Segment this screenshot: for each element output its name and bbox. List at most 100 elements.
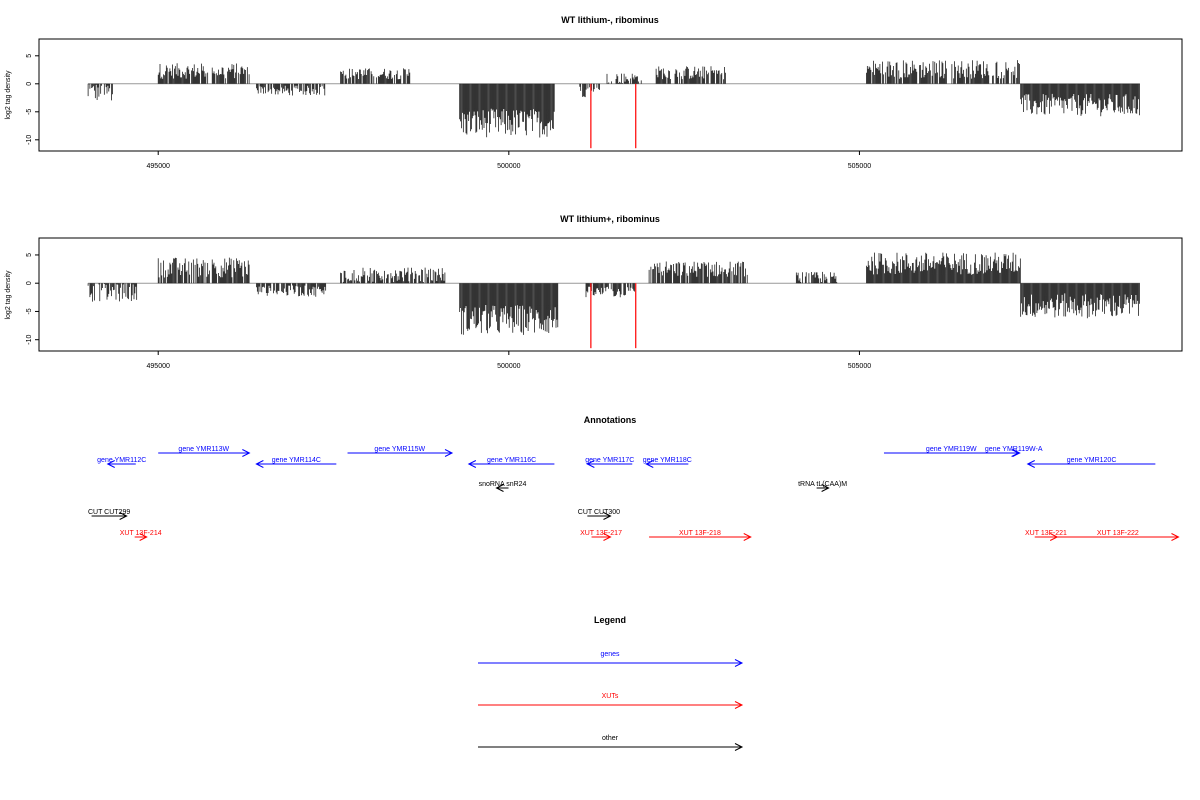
annotation-feature: XUT 13F-218 xyxy=(649,530,752,541)
feature-arrow-head xyxy=(743,533,752,541)
y-tick-label: -10 xyxy=(26,335,33,345)
annotation-feature: XUT 13F-221 xyxy=(1025,530,1067,541)
plot-frame xyxy=(38,237,1183,352)
feature-arrow-head xyxy=(106,460,115,468)
feature-label: gene YMR119W xyxy=(926,446,977,453)
feature-label: gene YMR114C xyxy=(272,457,321,464)
x-tick-label: 505000 xyxy=(848,163,871,170)
annotation-feature: tRNA tL(CAA)M xyxy=(798,481,847,492)
feature-label: gene YMR112C xyxy=(97,457,146,464)
density-bars xyxy=(256,283,327,297)
y-tick-label: -5 xyxy=(26,308,33,314)
feature-layer: gene YMR112C gene YMR113W gene YMR114C gene… xyxy=(88,446,1180,541)
legend-entry: genes xyxy=(478,651,744,667)
feature-arrow-head xyxy=(444,449,454,457)
density-bars xyxy=(459,83,555,138)
legend-entry: XUTs xyxy=(478,693,744,709)
feature-arrow-head xyxy=(119,512,128,520)
annotation-feature: gene YMR112C xyxy=(97,457,146,468)
annotation-feature: gene YMR120C xyxy=(1026,457,1156,468)
density-bars xyxy=(1020,83,1140,117)
density-bars xyxy=(459,283,559,335)
feature-arrow-head xyxy=(495,484,504,492)
annotation-feature: gene YMR117C xyxy=(585,457,634,468)
bar-layer xyxy=(87,252,1140,349)
x-tick-label: 495000 xyxy=(147,163,170,170)
density-bars xyxy=(866,252,1021,284)
y-tick-label: -5 xyxy=(26,109,33,115)
density-bars xyxy=(1020,283,1140,319)
feature-label: CUT CUT299 xyxy=(88,509,130,516)
legend-panel: Legend genes XUTs other xyxy=(478,615,744,751)
annotation-feature: XUT 13F-217 xyxy=(580,530,622,541)
x-tick-label: 495000 xyxy=(147,363,170,370)
annotation-feature: gene YMR119W-A xyxy=(985,446,1043,457)
feature-label: CUT CUT300 xyxy=(578,509,620,516)
density-bars xyxy=(157,63,250,84)
feature-arrow-head xyxy=(645,460,654,468)
feature-arrow-head xyxy=(586,460,595,468)
feature-label: XUT 13F-222 xyxy=(1097,530,1139,537)
track-panel-lithium-plus: WT lithium+, ribominus log2 tag density … xyxy=(5,214,1183,370)
feature-label: gene YMR118C xyxy=(643,457,692,464)
annotation-feature: gene YMR113W xyxy=(158,446,251,457)
feature-label: XUT 13F-214 xyxy=(120,530,162,537)
legend-label: XUTs xyxy=(602,693,619,700)
density-bars xyxy=(340,267,446,284)
annotation-feature: XUT 13F-214 xyxy=(120,530,162,541)
track-panel-lithium-minus: WT lithium-, ribominus log2 tag density … xyxy=(5,15,1183,170)
x-axis: 495000 500000 505000 xyxy=(147,350,871,370)
density-bars xyxy=(795,271,838,284)
plot-frame xyxy=(38,38,1183,152)
feature-label: snoRNA snR24 xyxy=(479,481,527,488)
annotation-feature: CUT CUT299 xyxy=(88,509,130,520)
feature-arrow-head xyxy=(139,533,148,541)
annotation-feature: gene YMR118C xyxy=(643,457,692,468)
legend-arrow-head xyxy=(734,701,744,709)
track-title: WT lithium+, ribominus xyxy=(560,214,660,224)
feature-label: gene YMR117C xyxy=(585,457,634,464)
y-tick-label: 0 xyxy=(26,82,33,86)
density-bars xyxy=(585,283,635,298)
annotation-feature: gene YMR115W xyxy=(347,446,454,457)
density-bars xyxy=(655,66,726,84)
x-axis: 495000 500000 505000 xyxy=(147,150,871,170)
feature-label: gene YMR115W xyxy=(374,446,425,453)
feature-label: XUT 13F-218 xyxy=(679,530,721,537)
density-bars xyxy=(579,83,600,98)
feature-label: gene YMR113W xyxy=(178,446,229,453)
density-bars xyxy=(256,83,326,96)
y-tick-label: 5 xyxy=(26,54,33,58)
y-tick-label: 0 xyxy=(26,281,33,285)
feature-arrow-head xyxy=(242,449,251,457)
annotation-feature: gene YMR116C xyxy=(467,457,555,468)
feature-arrow-head xyxy=(467,460,477,468)
density-bars xyxy=(157,257,250,284)
annotation-feature: gene YMR114C xyxy=(255,457,337,468)
feature-label: XUT 13F-217 xyxy=(580,530,622,537)
annotations-title: Annotations xyxy=(584,415,637,425)
y-tick-label: -10 xyxy=(26,135,33,145)
y-axis-label: log2 tag density xyxy=(5,270,12,320)
feature-label: gene YMR119W-A xyxy=(985,446,1043,453)
annotation-feature: XUT 13F-222 xyxy=(1057,530,1180,541)
density-bars xyxy=(866,60,1020,84)
legend-arrow-head xyxy=(734,659,744,667)
feature-arrow-head xyxy=(1026,460,1035,468)
feature-label: gene YMR120C xyxy=(1067,457,1117,464)
x-tick-label: 505000 xyxy=(848,363,871,370)
feature-arrow-head xyxy=(1012,449,1021,457)
feature-arrow-head xyxy=(255,460,264,468)
feature-arrow-head xyxy=(1171,533,1180,541)
y-axis: -10 -5 0 5 xyxy=(26,253,40,345)
density-bars xyxy=(87,283,138,302)
x-tick-label: 500000 xyxy=(497,163,520,170)
legend-entries: genes XUTs other xyxy=(478,651,744,751)
feature-label: XUT 13F-221 xyxy=(1025,530,1067,537)
feature-arrow-head xyxy=(603,512,612,520)
track-title: WT lithium-, ribominus xyxy=(561,15,659,25)
feature-arrow-head xyxy=(1049,533,1059,541)
annotation-feature: snoRNA snR24 xyxy=(479,481,527,492)
